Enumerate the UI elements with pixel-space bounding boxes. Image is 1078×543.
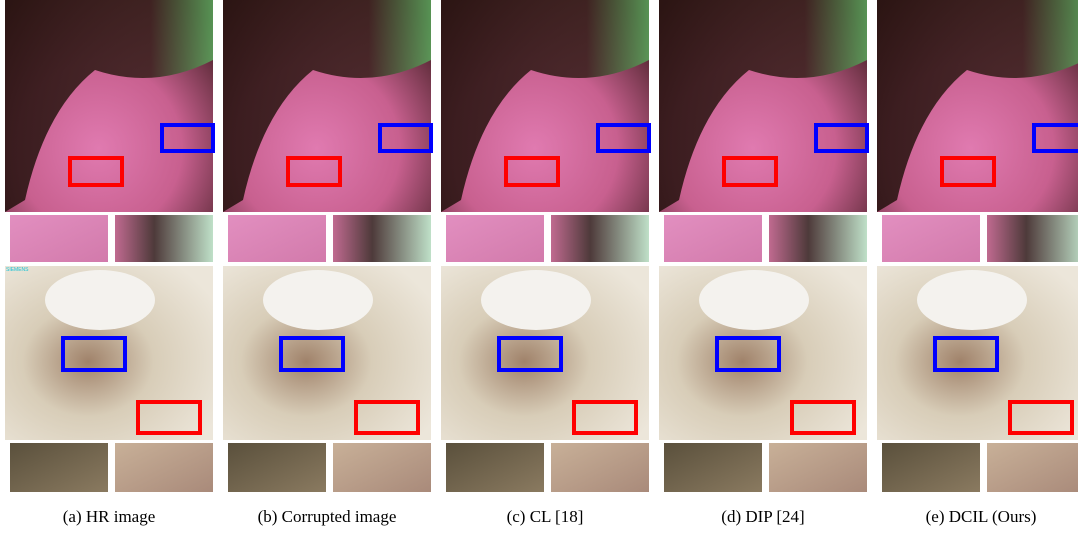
crop — [115, 215, 213, 262]
helmet — [699, 270, 809, 330]
crop — [987, 215, 1078, 262]
figure: (a) HR image (b) Corrupted image (c) CL [1… — [0, 0, 1078, 543]
crop — [664, 443, 762, 492]
crop — [987, 443, 1078, 492]
crop — [769, 443, 867, 492]
crop — [228, 443, 326, 492]
helmet — [917, 270, 1027, 330]
watermark: SIEMENS — [6, 267, 29, 273]
crop — [333, 215, 431, 262]
caption: (b) Corrupted image — [258, 507, 397, 526]
crop — [551, 443, 649, 492]
helmet — [45, 270, 155, 330]
caption: (c) CL [18] — [507, 507, 584, 526]
crop — [10, 443, 108, 492]
helmet — [481, 270, 591, 330]
crop — [882, 443, 980, 492]
crop — [664, 215, 762, 262]
crop — [446, 443, 544, 492]
crop — [10, 215, 108, 262]
crop — [333, 443, 431, 492]
helmet — [263, 270, 373, 330]
caption: (d) DIP [24] — [721, 507, 804, 526]
crop — [551, 215, 649, 262]
crop — [882, 215, 980, 262]
caption: (a) HR image — [63, 507, 156, 526]
caption: (e) DCIL (Ours) — [926, 507, 1037, 526]
crop — [228, 215, 326, 262]
crop — [115, 443, 213, 492]
crop — [769, 215, 867, 262]
crop — [446, 215, 544, 262]
